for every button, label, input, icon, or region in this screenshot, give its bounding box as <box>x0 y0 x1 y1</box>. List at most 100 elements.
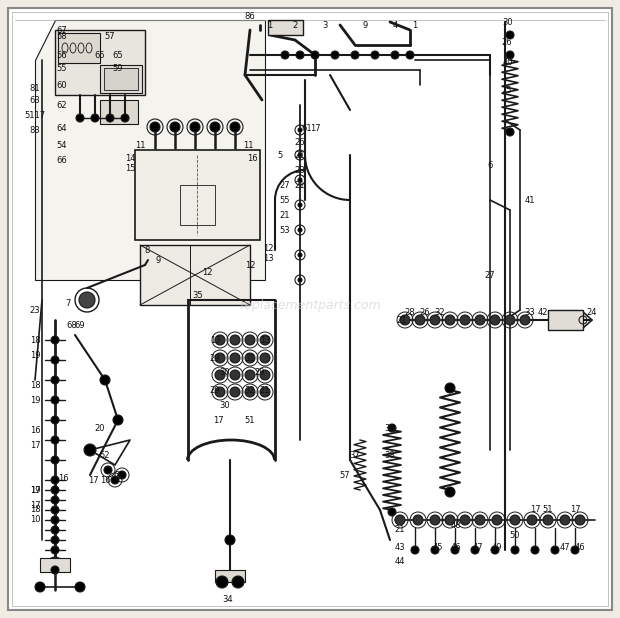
Circle shape <box>445 515 455 525</box>
Circle shape <box>76 114 84 122</box>
Circle shape <box>51 536 59 544</box>
Text: 36: 36 <box>384 423 396 433</box>
Circle shape <box>298 178 302 182</box>
Text: 16: 16 <box>58 473 68 483</box>
Text: 13: 13 <box>260 336 270 344</box>
Text: 45: 45 <box>433 543 443 552</box>
Text: 34: 34 <box>223 596 233 604</box>
Text: 21: 21 <box>294 180 305 190</box>
Text: 21: 21 <box>395 525 405 535</box>
Circle shape <box>47 557 63 573</box>
Circle shape <box>51 496 59 504</box>
Circle shape <box>451 546 459 554</box>
Circle shape <box>225 535 235 545</box>
Text: 68: 68 <box>66 321 78 329</box>
Bar <box>40 558 70 572</box>
Text: 46: 46 <box>575 543 585 552</box>
Text: 63: 63 <box>30 96 40 104</box>
Circle shape <box>245 387 255 397</box>
Text: 4: 4 <box>392 20 397 30</box>
Text: 1: 1 <box>267 20 273 30</box>
Text: 56: 56 <box>56 51 68 59</box>
Text: 11: 11 <box>135 140 145 150</box>
Text: 1: 1 <box>412 20 418 30</box>
Text: 13: 13 <box>263 253 273 263</box>
Circle shape <box>510 515 520 525</box>
Text: 17: 17 <box>213 415 223 425</box>
Text: 19: 19 <box>30 396 40 405</box>
Circle shape <box>281 51 289 59</box>
Circle shape <box>395 515 405 525</box>
Polygon shape <box>35 20 265 280</box>
Circle shape <box>520 315 530 325</box>
Circle shape <box>232 576 244 588</box>
Text: 38: 38 <box>384 451 396 460</box>
Text: 8: 8 <box>144 245 149 255</box>
Text: 19: 19 <box>30 486 40 494</box>
Text: 27: 27 <box>280 180 290 190</box>
Text: 31: 31 <box>245 353 255 363</box>
Bar <box>548 310 583 330</box>
Circle shape <box>230 335 240 345</box>
Bar <box>215 570 245 582</box>
Text: 65: 65 <box>95 51 105 59</box>
Circle shape <box>298 253 302 257</box>
Circle shape <box>51 476 59 484</box>
Circle shape <box>475 315 485 325</box>
Circle shape <box>51 376 59 384</box>
Text: 57: 57 <box>340 470 350 480</box>
Circle shape <box>298 153 302 157</box>
Text: 46: 46 <box>451 543 461 552</box>
Text: 49: 49 <box>492 543 502 552</box>
Circle shape <box>430 315 440 325</box>
Circle shape <box>411 546 419 554</box>
Circle shape <box>511 546 519 554</box>
Circle shape <box>51 416 59 424</box>
Circle shape <box>298 128 302 132</box>
Text: 44: 44 <box>395 557 405 567</box>
Text: 5: 5 <box>277 151 283 159</box>
Circle shape <box>51 526 59 534</box>
Text: 40: 40 <box>503 57 513 67</box>
Text: replacementparts.com: replacementparts.com <box>239 298 381 311</box>
Text: 32: 32 <box>435 308 445 316</box>
Text: 66: 66 <box>56 156 68 164</box>
Text: 48: 48 <box>451 520 461 530</box>
Text: 21: 21 <box>397 316 407 324</box>
Circle shape <box>51 546 59 554</box>
Circle shape <box>84 444 96 456</box>
Circle shape <box>471 546 479 554</box>
Text: 62: 62 <box>56 101 68 109</box>
Text: 29: 29 <box>210 386 220 394</box>
Circle shape <box>296 51 304 59</box>
Circle shape <box>51 566 59 574</box>
Bar <box>55 30 145 95</box>
Circle shape <box>245 353 255 363</box>
Bar <box>58 33 100 63</box>
Circle shape <box>531 546 539 554</box>
Text: 32: 32 <box>245 386 255 394</box>
Circle shape <box>351 51 359 59</box>
Text: 51: 51 <box>245 415 255 425</box>
Text: 52: 52 <box>100 451 110 460</box>
Text: 33: 33 <box>525 308 536 316</box>
Text: 17: 17 <box>87 475 99 485</box>
Circle shape <box>118 471 126 479</box>
Text: 50: 50 <box>510 530 520 540</box>
Text: 42: 42 <box>538 308 548 316</box>
Circle shape <box>413 515 423 525</box>
Circle shape <box>575 515 585 525</box>
Circle shape <box>298 278 302 282</box>
Text: 27: 27 <box>485 271 495 279</box>
Text: 30: 30 <box>219 400 230 410</box>
Circle shape <box>230 387 240 397</box>
Text: 21: 21 <box>280 211 290 219</box>
Text: 17: 17 <box>309 124 321 132</box>
Circle shape <box>551 546 559 554</box>
Text: 18: 18 <box>30 506 40 515</box>
Circle shape <box>391 51 399 59</box>
Text: 55: 55 <box>280 195 290 205</box>
Text: 17: 17 <box>30 486 40 494</box>
Text: 6: 6 <box>487 161 493 169</box>
Text: 12: 12 <box>202 268 212 276</box>
